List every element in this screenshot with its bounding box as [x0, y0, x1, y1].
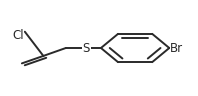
Text: Br: Br — [170, 41, 183, 55]
Text: Cl: Cl — [12, 29, 24, 42]
Text: S: S — [83, 41, 90, 55]
